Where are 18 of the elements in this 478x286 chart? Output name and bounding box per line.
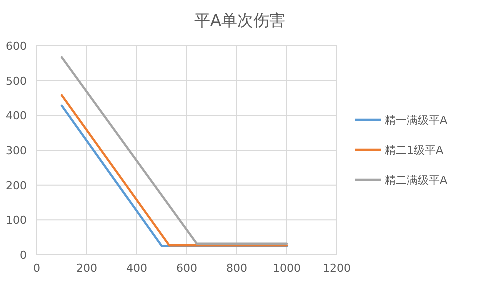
x-tick-label: 200 xyxy=(76,262,98,275)
y-tick-label: 200 xyxy=(6,179,27,192)
x-tick-label: 400 xyxy=(126,262,148,275)
y-tick-label: 500 xyxy=(6,74,27,88)
x-tick-label: 1200 xyxy=(323,262,351,275)
x-tick-label: 800 xyxy=(226,262,248,275)
y-tick-label: 0 xyxy=(20,249,27,262)
y-tick-label: 400 xyxy=(6,110,27,123)
legend-label: 精二1级平A xyxy=(385,144,444,157)
x-tick-label: 0 xyxy=(34,262,40,275)
legend-label: 精一满级平A xyxy=(385,114,448,127)
y-tick-label: 600 xyxy=(6,40,27,53)
legend-label: 精二满级平A xyxy=(385,174,448,187)
y-tick-label: 300 xyxy=(6,144,27,158)
x-tick-label: 1000 xyxy=(273,262,301,275)
chart-title: 平A单次伤害 xyxy=(194,11,286,30)
y-tick-label: 100 xyxy=(6,214,27,228)
x-tick-label: 600 xyxy=(176,262,198,275)
